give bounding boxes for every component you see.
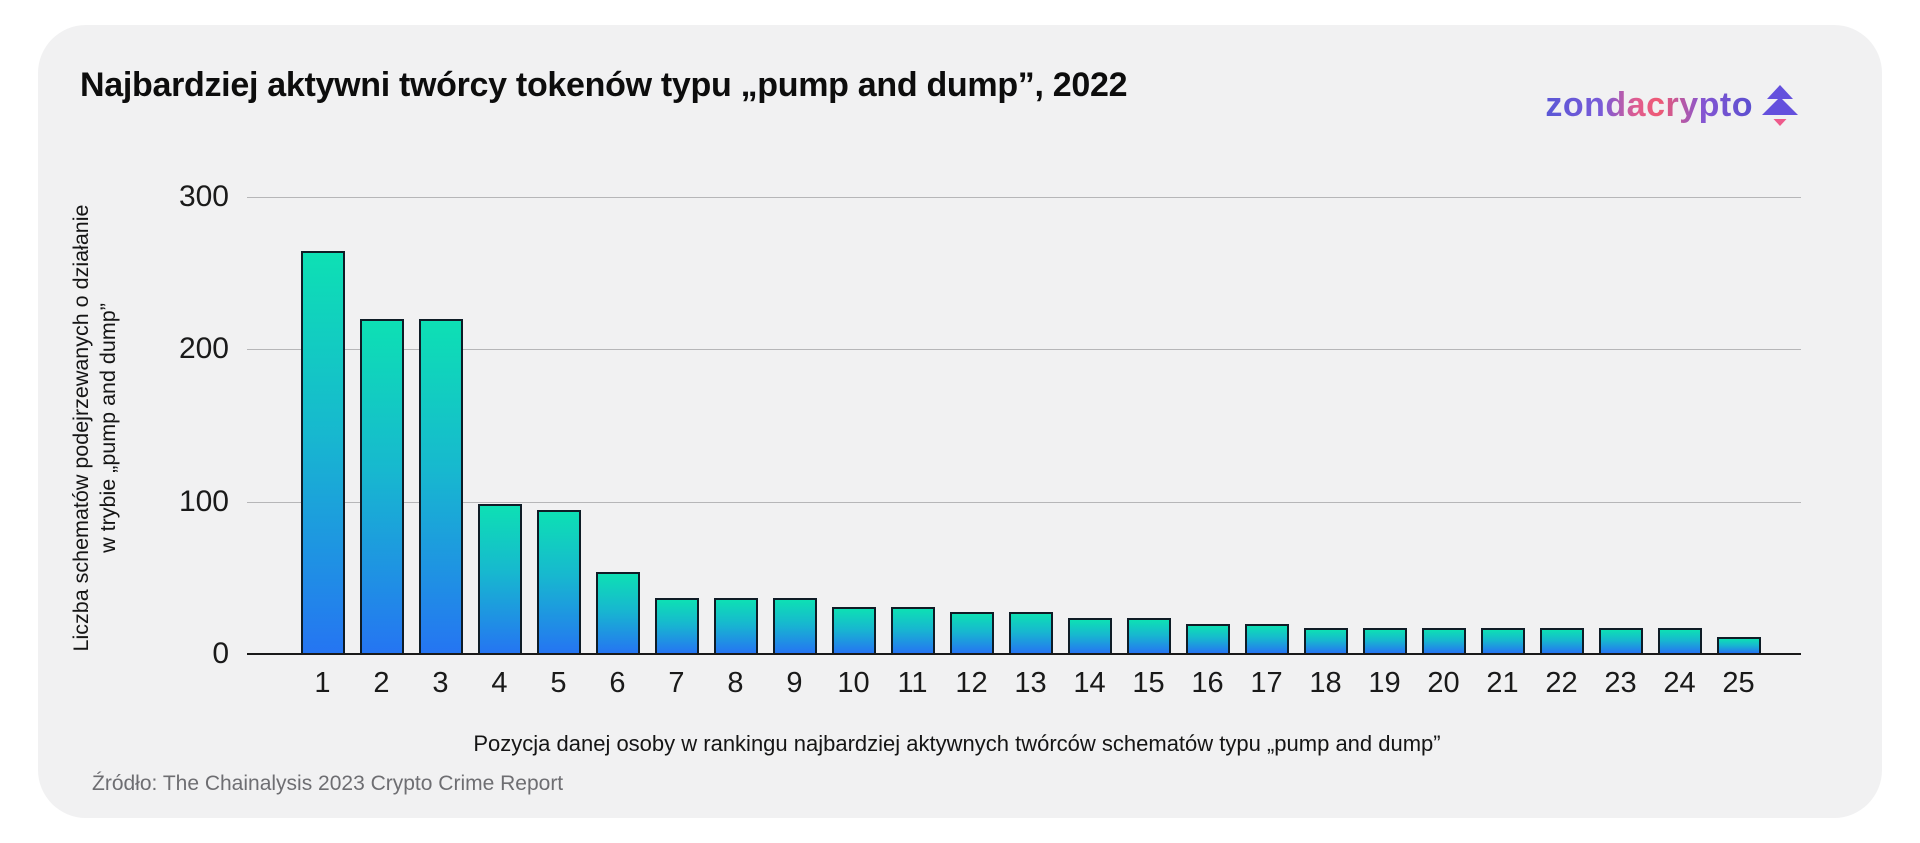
x-tick-label-16: 16 xyxy=(1191,667,1224,699)
x-tick-label-18: 18 xyxy=(1309,667,1342,699)
y-tick-label-100: 100 xyxy=(178,484,229,518)
x-tick-label-12: 12 xyxy=(955,667,988,699)
bar-slot xyxy=(1591,628,1650,653)
x-tick-label-5: 5 xyxy=(550,667,567,699)
bar-slot xyxy=(1650,628,1709,653)
brand-logo-text: zondacrypto xyxy=(1545,85,1753,124)
bar-rank-11 xyxy=(890,607,935,653)
chart-card xyxy=(38,25,1882,818)
y-axis-title-line: w trybie „pump and dump” xyxy=(96,303,120,553)
bar-rank-1 xyxy=(300,250,345,653)
x-tick-label-2: 2 xyxy=(373,667,390,699)
bar-rank-12 xyxy=(949,611,994,653)
gridline-300 xyxy=(247,197,1801,198)
bar-slot xyxy=(411,318,470,653)
bar-slot xyxy=(647,597,706,653)
gridline-100 xyxy=(247,501,1801,503)
bar-rank-3 xyxy=(418,318,463,653)
bar-slot xyxy=(1473,628,1532,653)
bar-slot xyxy=(765,597,824,653)
bar-group xyxy=(293,250,1768,653)
bar-slot xyxy=(1709,637,1768,653)
x-tick-label-19: 19 xyxy=(1368,667,1401,699)
x-axis-title: Pozycja danej osoby w rankingu najbardzi… xyxy=(473,731,1441,756)
bar-slot xyxy=(1296,628,1355,653)
bar-rank-25 xyxy=(1716,637,1761,653)
bar-rank-14 xyxy=(1067,617,1112,653)
brand-logo: zondacrypto xyxy=(1545,84,1800,126)
x-tick-label-6: 6 xyxy=(609,667,626,699)
bar-slot xyxy=(1414,628,1473,653)
zondacrypto-arrow-icon xyxy=(1760,84,1800,126)
x-tick-label-13: 13 xyxy=(1014,667,1047,699)
x-tick-label-8: 8 xyxy=(727,667,744,699)
bar-rank-18 xyxy=(1303,628,1348,653)
source-note: Źródło: The Chainalysis 2023 Crypto Crim… xyxy=(92,772,564,795)
bar-rank-8 xyxy=(713,597,758,653)
y-tick-label-200: 200 xyxy=(178,332,229,366)
gridline-200 xyxy=(247,349,1801,351)
x-tick-label-22: 22 xyxy=(1545,667,1578,699)
bar-rank-15 xyxy=(1126,617,1171,653)
y-axis-title-line: Liczba schematów podejrzewanych o działa… xyxy=(69,204,93,652)
x-tick-label-14: 14 xyxy=(1073,667,1106,699)
bar-slot xyxy=(706,597,765,653)
bar-slot xyxy=(293,250,352,653)
x-tick-label-11: 11 xyxy=(897,667,928,699)
y-axis-title: Liczba schematów podejrzewanych o działa… xyxy=(68,205,122,652)
x-axis-line xyxy=(247,653,1801,655)
x-tick-label-21: 21 xyxy=(1486,667,1519,699)
bar-slot xyxy=(1355,628,1414,653)
y-tick-label-0: 0 xyxy=(212,637,229,670)
bar-rank-5 xyxy=(536,509,581,653)
x-tick-label-1: 1 xyxy=(314,667,331,699)
bar-rank-21 xyxy=(1480,628,1525,653)
x-tick-label-3: 3 xyxy=(432,667,449,699)
bar-rank-13 xyxy=(1008,611,1053,653)
bar-slot xyxy=(1237,623,1296,653)
x-tick-label-10: 10 xyxy=(837,667,870,699)
x-tick-label-20: 20 xyxy=(1427,667,1460,699)
bar-slot xyxy=(529,509,588,653)
bar-rank-7 xyxy=(654,597,699,653)
bar-slot xyxy=(883,607,942,653)
bar-slot xyxy=(588,572,647,653)
x-tick-label-17: 17 xyxy=(1250,667,1283,699)
bar-rank-10 xyxy=(831,607,876,653)
bar-slot xyxy=(1001,611,1060,653)
bar-slot xyxy=(470,503,529,653)
x-tick-label-24: 24 xyxy=(1663,667,1696,699)
bar-slot xyxy=(1178,623,1237,653)
bar-rank-20 xyxy=(1421,628,1466,653)
bar-slot xyxy=(942,611,1001,653)
bar-slot xyxy=(1119,617,1178,653)
x-tick-label-4: 4 xyxy=(491,667,508,699)
x-tick-label-9: 9 xyxy=(786,667,803,699)
chart-title: Najbardziej aktywni twórcy tokenów typu … xyxy=(80,66,1128,104)
x-tick-label-25: 25 xyxy=(1722,667,1755,699)
bar-rank-24 xyxy=(1657,628,1702,653)
bar-slot xyxy=(1060,617,1119,653)
bar-rank-16 xyxy=(1185,623,1230,653)
plot-area xyxy=(247,197,1801,655)
x-tick-label-15: 15 xyxy=(1132,667,1165,699)
bar-rank-22 xyxy=(1539,628,1584,653)
bar-rank-23 xyxy=(1598,628,1643,653)
y-tick-label-300: 300 xyxy=(178,180,229,213)
bar-slot xyxy=(1532,628,1591,653)
bar-rank-2 xyxy=(359,318,404,653)
bar-rank-17 xyxy=(1244,623,1289,653)
bar-rank-4 xyxy=(477,503,522,653)
x-axis-tick-labels: 1 2 3 4 5 6 7 8 9 10 11 12 13 14 15 16 17 18 19 20 21 22 23 24 2… xyxy=(293,667,1768,700)
x-tick-label-7: 7 xyxy=(668,667,685,699)
bar-rank-19 xyxy=(1362,628,1407,653)
x-tick-label-23: 23 xyxy=(1604,667,1637,699)
bar-slot xyxy=(352,318,411,653)
bar-slot xyxy=(824,607,883,653)
bar-rank-6 xyxy=(595,572,640,653)
bar-rank-9 xyxy=(772,597,817,653)
